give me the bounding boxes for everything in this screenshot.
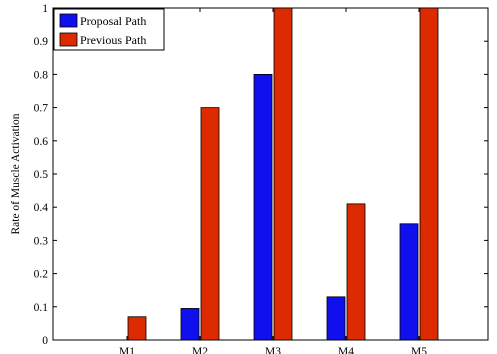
x-tick-label-m2: M2 bbox=[192, 346, 208, 354]
y-tick-label: 0.4 bbox=[34, 202, 49, 214]
bar-m2-previous bbox=[200, 107, 220, 341]
legend-swatch-previous bbox=[59, 32, 78, 47]
y-tick-label: 0.3 bbox=[34, 235, 49, 247]
bar-m5-proposal bbox=[399, 223, 419, 341]
y-tick-label: 0 bbox=[42, 335, 48, 347]
bar-m2-proposal bbox=[180, 308, 200, 341]
bar-m4-previous bbox=[346, 203, 366, 341]
bar-m3-previous bbox=[273, 7, 293, 341]
y-tick-label: 0.1 bbox=[34, 302, 49, 314]
y-tick-label: 0.9 bbox=[34, 36, 49, 48]
y-tick-label: 0.7 bbox=[34, 103, 49, 115]
x-tick-label-m3: M3 bbox=[265, 346, 281, 354]
bars-layer bbox=[127, 7, 439, 341]
y-tick-label: 0.2 bbox=[34, 269, 49, 281]
legend-label-previous: Previous Path bbox=[80, 33, 146, 47]
y-tick-label: 0.6 bbox=[34, 136, 49, 148]
bar-m3-proposal bbox=[253, 74, 273, 341]
x-tick-label-m4: M4 bbox=[338, 346, 354, 354]
y-axis-label: Rate of Muscle Activation bbox=[10, 113, 22, 234]
bar-m5-previous bbox=[419, 7, 439, 341]
y-tick-label: 1 bbox=[42, 3, 48, 15]
bar-m4-proposal bbox=[326, 296, 346, 341]
legend-label-proposal: Proposal Path bbox=[80, 14, 146, 28]
x-tick-label-m5: M5 bbox=[411, 346, 427, 354]
y-tick-label: 0.8 bbox=[34, 69, 49, 81]
bar-m1-previous bbox=[127, 316, 147, 341]
legend-swatch-proposal bbox=[59, 13, 78, 28]
y-tick-label: 0.5 bbox=[34, 169, 49, 181]
legend: Proposal Path Previous Path bbox=[53, 8, 165, 51]
x-tick-label-m1: M1 bbox=[119, 346, 135, 354]
ticks-layer: 0 0.1 0.2 0.3 0.4 0.5 0.6 0.7 0.8 0.9 1 M1 M2 M3 M4 M5 bbox=[34, 3, 488, 354]
